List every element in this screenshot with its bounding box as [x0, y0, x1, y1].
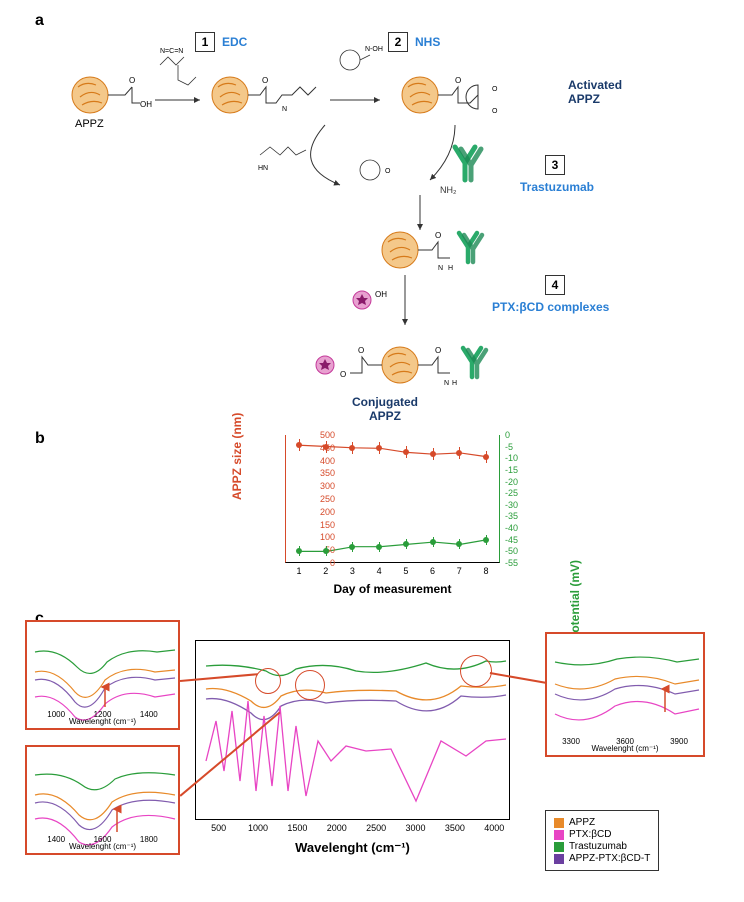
svg-text:APPZ: APPZ	[75, 118, 104, 130]
ytick-left: 100	[305, 532, 335, 542]
svg-text:N-OH: N-OH	[365, 46, 383, 53]
inset-xtick: 3900	[664, 737, 694, 746]
ftir-xtick: 3500	[440, 823, 470, 833]
step-4-label: PTX:βCD complexes	[492, 300, 609, 314]
inset-xtick: 3300	[556, 737, 586, 746]
panel-a-label: a	[35, 12, 44, 30]
xtick: 2	[320, 566, 332, 576]
svg-text:O: O	[435, 346, 441, 355]
ytick-right: -35	[505, 511, 518, 521]
ytick-left: 450	[305, 443, 335, 453]
ftir-xtick: 500	[204, 823, 234, 833]
ytick-right: -50	[505, 546, 518, 556]
xtick: 1	[293, 566, 305, 576]
inset-xtick: 1400	[41, 835, 71, 844]
svg-text:NH₂: NH₂	[440, 185, 457, 195]
ytick-right: -55	[505, 558, 518, 568]
ytick-left: 500	[305, 430, 335, 440]
ytick-left: 150	[305, 520, 335, 530]
svg-text:O: O	[358, 346, 364, 355]
stability-chart: APPZ size (nm) APPZ zeta potential (mV) …	[235, 430, 555, 600]
svg-text:OH: OH	[140, 100, 152, 109]
step-2-box: 2	[388, 32, 408, 52]
inset-xtick: 1000	[41, 710, 71, 719]
step-2-label: NHS	[415, 35, 440, 49]
step-3-label: Trastuzumab	[520, 180, 594, 194]
ytick-right: 0	[505, 430, 510, 440]
svg-text:H: H	[452, 380, 457, 387]
svg-text:O: O	[455, 76, 461, 85]
ytick-right: -25	[505, 488, 518, 498]
svg-text:N: N	[444, 380, 449, 387]
ytick-left: 50	[305, 545, 335, 555]
svg-text:N=C=N: N=C=N	[160, 48, 183, 55]
ytick-right: -20	[505, 477, 518, 487]
ytick-right: -45	[505, 535, 518, 545]
svg-text:O: O	[492, 86, 498, 93]
ytick-right: -40	[505, 523, 518, 533]
ftir-xtick: 2000	[322, 823, 352, 833]
xtick: 6	[427, 566, 439, 576]
ytick-left: 250	[305, 494, 335, 504]
x-label: Day of measurement	[285, 582, 500, 596]
step-3-box: 3	[545, 155, 565, 175]
ytick-right: -10	[505, 453, 518, 463]
xtick: 3	[346, 566, 358, 576]
legend-item: APPZ-PTX:βCD-T	[554, 853, 650, 864]
svg-text:O: O	[435, 231, 441, 240]
ytick-left: 400	[305, 456, 335, 466]
ftir-xtick: 1000	[243, 823, 273, 833]
ytick-right: -15	[505, 465, 518, 475]
svg-text:N: N	[438, 265, 443, 272]
inset-xtick: 1600	[88, 835, 118, 844]
svg-text:O: O	[340, 370, 346, 379]
step-4-box: 4	[545, 275, 565, 295]
legend-item: APPZ	[554, 817, 650, 828]
svg-text:O: O	[262, 76, 268, 85]
ftir-xtick: 4000	[479, 823, 509, 833]
inset-xtick: 1200	[88, 710, 118, 719]
step-1-label: EDC	[222, 35, 247, 49]
xtick: 4	[373, 566, 385, 576]
ytick-left: 350	[305, 468, 335, 478]
ytick-right: -5	[505, 442, 513, 452]
ftir-xtick: 2500	[361, 823, 391, 833]
svg-text:OH: OH	[375, 290, 387, 299]
step-1-box: 1	[195, 32, 215, 52]
inset-xtick: 3600	[610, 737, 640, 746]
activated-appz-label: ActivatedAPPZ	[568, 78, 648, 106]
svg-text:O: O	[492, 108, 498, 115]
xtick: 8	[480, 566, 492, 576]
ftir-main-xlabel: Wavelenght (cm⁻¹)	[195, 840, 510, 856]
ytick-left: 200	[305, 507, 335, 517]
conjugated-appz-label: ConjugatedAPPZ	[335, 395, 435, 423]
svg-text:N: N	[282, 106, 287, 113]
ftir-xtick: 1500	[282, 823, 312, 833]
callout-1	[255, 668, 281, 694]
inset-xtick: 1800	[134, 835, 164, 844]
xtick: 5	[400, 566, 412, 576]
svg-text:O: O	[385, 168, 391, 175]
svg-text:HN: HN	[258, 165, 268, 172]
y-left-label: APPZ size (nm)	[230, 413, 244, 500]
ytick-right: -30	[505, 500, 518, 510]
legend-item: PTX:βCD	[554, 829, 650, 840]
callout-3	[460, 655, 492, 687]
legend-item: Trastuzumab	[554, 841, 650, 852]
ftir-legend: APPZ PTX:βCD Trastuzumab APPZ-PTX:βCD-T	[545, 810, 659, 871]
inset-xtick: 1400	[134, 710, 164, 719]
callout-2	[295, 670, 325, 700]
ftir-xtick: 3000	[401, 823, 431, 833]
svg-text:H: H	[448, 265, 453, 272]
ytick-left: 300	[305, 481, 335, 491]
svg-text:O: O	[129, 76, 135, 85]
panel-b-label: b	[35, 430, 45, 448]
xtick: 7	[453, 566, 465, 576]
